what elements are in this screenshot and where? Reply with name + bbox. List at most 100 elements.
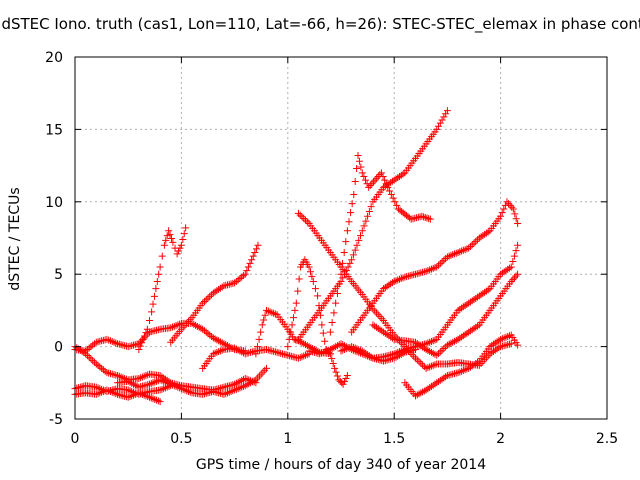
data-point xyxy=(346,259,354,267)
data-point xyxy=(429,381,437,389)
data-point xyxy=(128,387,136,395)
data-point xyxy=(343,227,351,235)
data-point xyxy=(246,259,254,267)
data-point xyxy=(216,347,224,355)
data-point xyxy=(450,250,458,258)
data-point xyxy=(353,241,361,249)
data-point xyxy=(422,267,430,275)
data-point xyxy=(209,334,217,342)
data-point xyxy=(422,364,430,372)
data-point xyxy=(156,263,164,271)
data-point xyxy=(169,238,177,246)
data-point xyxy=(298,213,306,221)
data-point xyxy=(292,299,300,307)
data-point xyxy=(390,176,398,184)
data-point xyxy=(234,346,242,354)
data-point xyxy=(463,300,471,308)
data-point xyxy=(142,329,150,337)
data-point xyxy=(92,390,100,398)
data-point xyxy=(263,364,271,372)
data-point xyxy=(371,322,379,330)
data-point xyxy=(184,387,192,395)
data-point xyxy=(124,386,132,394)
data-point xyxy=(316,350,324,358)
data-point xyxy=(394,352,402,360)
data-point xyxy=(381,176,389,184)
data-point xyxy=(182,224,190,232)
data-point xyxy=(472,237,480,245)
data-point xyxy=(254,241,262,249)
data-point xyxy=(247,379,255,387)
data-point xyxy=(427,362,435,370)
data-point xyxy=(364,212,372,220)
data-point xyxy=(468,241,476,249)
data-point xyxy=(509,205,517,213)
data-point xyxy=(381,329,389,337)
data-point xyxy=(488,341,496,349)
data-point xyxy=(167,234,175,242)
data-point xyxy=(114,372,122,380)
data-point xyxy=(87,355,95,363)
data-point xyxy=(456,368,464,376)
data-point xyxy=(150,292,158,300)
data-point xyxy=(475,234,483,242)
data-point xyxy=(394,174,402,182)
data-point xyxy=(463,329,471,337)
data-point xyxy=(390,277,398,285)
data-point xyxy=(479,290,487,298)
data-point xyxy=(261,311,269,319)
data-point xyxy=(183,387,191,395)
data-point xyxy=(443,253,451,261)
data-point xyxy=(306,268,314,276)
data-point xyxy=(298,339,306,347)
data-point xyxy=(332,343,340,351)
data-point xyxy=(388,279,396,287)
data-point xyxy=(465,364,473,372)
y-tick-label: 5 xyxy=(54,267,63,283)
data-point xyxy=(351,178,359,186)
data-point xyxy=(353,348,361,356)
data-point xyxy=(82,347,90,355)
data-point xyxy=(167,380,175,388)
data-point xyxy=(296,353,304,361)
data-point xyxy=(236,275,244,283)
data-point xyxy=(498,335,506,343)
series-arc-2 xyxy=(71,382,175,398)
data-point xyxy=(368,180,376,188)
data-point xyxy=(442,110,450,118)
series-arc-6 xyxy=(135,224,190,353)
data-point xyxy=(216,338,224,346)
data-point xyxy=(466,298,474,306)
data-point xyxy=(429,361,437,369)
data-point xyxy=(440,113,448,121)
data-point xyxy=(459,246,467,254)
data-point xyxy=(392,175,400,183)
data-point xyxy=(472,323,480,331)
data-point xyxy=(468,362,476,370)
data-point xyxy=(387,280,395,288)
data-point xyxy=(417,359,425,367)
data-point xyxy=(461,366,469,374)
data-point xyxy=(411,338,419,346)
data-point xyxy=(362,217,370,225)
data-point xyxy=(222,390,230,398)
data-point xyxy=(449,338,457,346)
data-point xyxy=(180,230,188,238)
data-point xyxy=(338,379,346,387)
data-point xyxy=(482,229,490,237)
data-point xyxy=(431,361,439,369)
data-point xyxy=(443,341,451,349)
data-point xyxy=(271,310,279,318)
data-point xyxy=(426,363,434,371)
data-point xyxy=(431,336,439,344)
data-point xyxy=(303,218,311,226)
data-point xyxy=(302,216,310,224)
data-point xyxy=(239,272,247,280)
data-point xyxy=(472,294,480,302)
data-point xyxy=(99,366,107,374)
data-point xyxy=(399,170,407,178)
data-point xyxy=(234,385,242,393)
data-point xyxy=(424,339,432,347)
data-point xyxy=(477,291,485,299)
data-point xyxy=(149,300,157,308)
